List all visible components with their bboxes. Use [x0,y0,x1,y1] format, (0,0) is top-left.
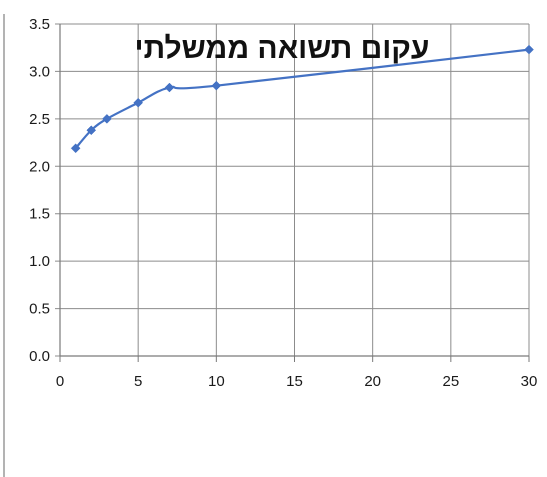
data-point-marker [70,143,81,154]
x-tick-label: 5 [134,373,142,390]
x-tick-label: 20 [364,373,381,390]
x-tick-label: 15 [286,373,303,390]
x-tick-label: 10 [208,373,225,390]
y-tick-label: 3.5 [29,16,50,33]
y-tick-label: 2.5 [29,111,50,128]
y-tick-label: 0.5 [29,301,50,318]
y-tick-label: 1.5 [29,206,50,223]
y-tick-label: 2.0 [29,158,50,175]
axes [59,24,530,362]
data-point-marker [211,80,222,91]
series-layer [70,44,534,154]
y-tick-label: 1.0 [29,253,50,270]
data-point-marker [86,125,97,136]
data-point-marker [133,97,144,108]
tick-labels: 0 5 10 15 20 25 30 0.0 0.5 1.0 1.5 2.0 2.5 3.0 3.5 [29,16,537,390]
x-tick-label: 0 [56,373,64,390]
y-tick-label: 0.0 [29,348,50,365]
data-point-marker [524,44,534,55]
x-tick-label: 25 [442,373,459,390]
data-point-marker [102,114,112,124]
data-point-marker [164,82,175,93]
chart-title: עקום תשואה ממשלתי [135,32,430,65]
y-tick-label: 3.0 [29,63,50,80]
x-tick-label: 30 [521,373,538,390]
